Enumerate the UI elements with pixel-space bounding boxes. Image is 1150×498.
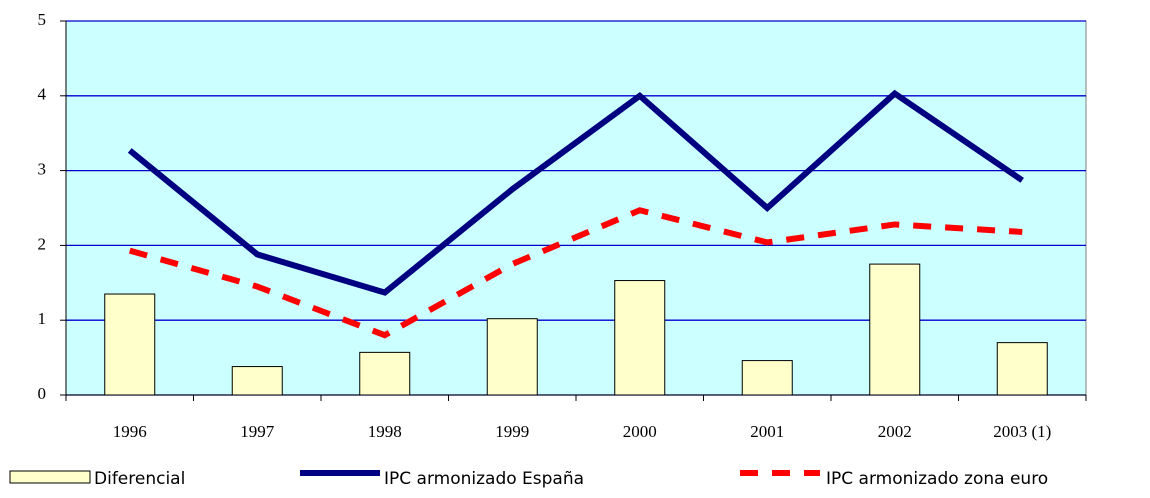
legend-swatch (9, 470, 91, 484)
legend-label: Diferencial (94, 469, 185, 489)
y-tick-label: 1 (38, 309, 47, 328)
x-tick-label: 1999 (495, 422, 529, 441)
bar (869, 263, 921, 396)
line-series (128, 207, 1023, 339)
bar (231, 366, 283, 396)
x-tick-label: 2001 (750, 422, 784, 441)
x-tick-label: 1997 (240, 422, 275, 441)
x-tick-label: 2002 (878, 422, 912, 441)
bar (614, 280, 666, 396)
bar (359, 351, 411, 396)
bar (996, 342, 1048, 396)
y-tick-label: 4 (38, 85, 47, 104)
bar (104, 293, 156, 396)
bar (486, 318, 538, 396)
x-tick-label: 1996 (113, 422, 147, 441)
y-tick-label: 5 (38, 10, 47, 29)
x-tick-label: 2000 (623, 422, 657, 441)
bar (741, 360, 793, 396)
plot-area (65, 20, 1087, 396)
y-tick-label: 2 (38, 234, 47, 253)
y-tick-label: 3 (38, 160, 47, 179)
legend-label: IPC armonizado España (384, 469, 584, 489)
x-tick-label: 2003 (1) (993, 422, 1051, 441)
y-tick-label: 0 (38, 384, 47, 403)
x-tick-label: 1998 (368, 422, 402, 441)
line-series (127, 89, 1024, 296)
legend-label: IPC armonizado zona euro (826, 469, 1048, 489)
